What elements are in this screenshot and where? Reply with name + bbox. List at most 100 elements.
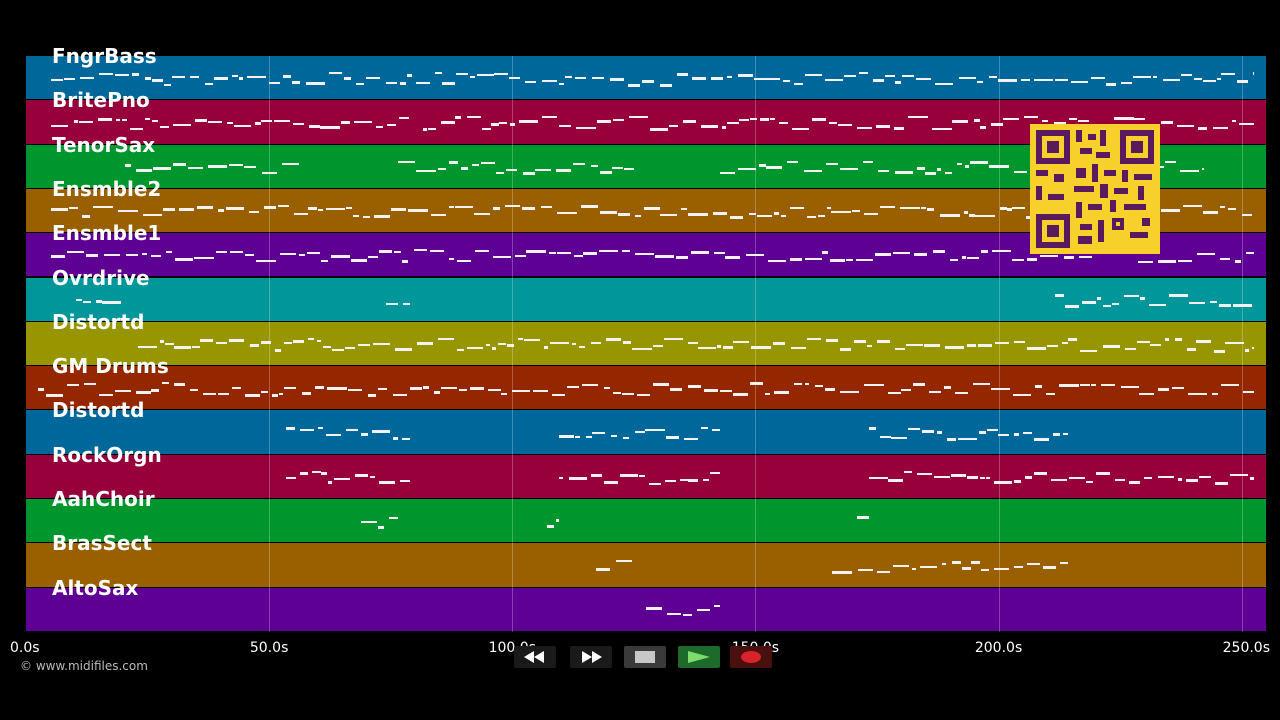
note-mark: [493, 207, 500, 211]
note-mark: [973, 118, 980, 122]
note-mark: [668, 124, 679, 127]
note-mark: [541, 79, 558, 82]
note-mark: [434, 390, 440, 394]
note-mark: [1221, 73, 1235, 76]
note-mark: [216, 250, 227, 253]
note-mark: [172, 75, 186, 78]
note-mark: [596, 119, 612, 123]
note-mark: [1160, 208, 1181, 212]
note-mark: [96, 299, 102, 303]
note-mark: [945, 345, 964, 349]
note-mark: [1189, 302, 1206, 305]
note-mark: [68, 207, 78, 210]
note-mark: [977, 80, 984, 83]
note-mark: [362, 216, 370, 219]
note-mark: [1105, 83, 1116, 87]
note-mark: [622, 437, 630, 440]
note-mark: [422, 386, 430, 390]
note-mark: [845, 258, 853, 261]
note-mark: [1121, 82, 1133, 85]
note-mark: [663, 337, 684, 340]
note-mark: [1221, 384, 1239, 387]
time-tick-label: 0.0s: [10, 640, 40, 656]
qr-code[interactable]: [1030, 124, 1160, 254]
note-mark: [1139, 393, 1154, 396]
rewind-button[interactable]: [514, 646, 556, 668]
note-mark: [480, 162, 495, 165]
note-mark: [596, 568, 611, 572]
note-mark: [410, 387, 423, 391]
note-mark: [683, 119, 697, 123]
note-mark: [496, 172, 505, 175]
note-mark: [377, 388, 388, 391]
note-mark: [859, 72, 869, 75]
note-mark: [195, 119, 207, 123]
note-mark: [386, 123, 397, 126]
note-mark: [578, 346, 586, 349]
note-mark: [510, 123, 515, 127]
note-mark: [1246, 252, 1254, 255]
note-mark: [856, 126, 873, 129]
note-mark: [523, 172, 535, 176]
play-button[interactable]: [678, 646, 720, 668]
note-mark: [355, 83, 365, 86]
note-mark: [322, 346, 331, 349]
note-mark: [831, 211, 851, 214]
note-mark: [1209, 301, 1217, 304]
track-label: RockOrgn: [52, 442, 162, 467]
note-mark: [197, 206, 214, 210]
note-mark: [702, 479, 709, 482]
note-mark: [844, 75, 857, 77]
track-lane: [26, 587, 1266, 632]
note-mark: [598, 249, 618, 252]
track-lane: [26, 543, 1266, 588]
stop-button[interactable]: [624, 646, 666, 668]
note-mark: [519, 119, 539, 123]
note-mark: [331, 254, 351, 258]
note-mark: [449, 161, 458, 165]
note-mark: [1091, 384, 1096, 387]
note-mark: [550, 341, 570, 344]
note-mark: [980, 126, 987, 130]
note-mark: [1026, 216, 1034, 220]
fast-forward-button[interactable]: [570, 646, 612, 668]
note-mark: [283, 386, 296, 389]
record-button[interactable]: [730, 646, 772, 668]
note-mark: [160, 126, 170, 129]
note-mark: [879, 436, 891, 439]
note-mark: [973, 382, 990, 385]
note-mark: [101, 301, 121, 305]
note-mark: [428, 127, 437, 130]
note-mark: [916, 473, 932, 476]
record-icon: [741, 651, 761, 663]
note-mark: [64, 78, 76, 81]
note-mark: [1134, 117, 1145, 120]
note-mark: [939, 213, 960, 217]
note-mark: [308, 207, 317, 211]
note-mark: [1014, 340, 1025, 343]
note-mark: [244, 253, 255, 256]
note-mark: [591, 473, 602, 477]
note-mark: [645, 429, 665, 432]
note-mark: [207, 165, 227, 169]
note-mark: [187, 167, 204, 170]
note-mark: [838, 124, 853, 127]
note-mark: [416, 169, 436, 172]
note-mark: [770, 118, 776, 121]
note-mark: [173, 346, 191, 350]
note-mark: [1252, 347, 1254, 350]
note-mark: [688, 478, 699, 482]
note-mark: [852, 209, 861, 212]
note-mark: [999, 206, 1007, 210]
note-mark: [299, 472, 309, 476]
track-label: Distortd: [52, 398, 145, 423]
note-mark: [767, 259, 787, 262]
note-mark: [921, 207, 926, 210]
note-mark: [306, 82, 326, 86]
note-mark: [422, 128, 427, 132]
note-mark: [991, 122, 1003, 126]
note-mark: [750, 382, 763, 386]
note-mark: [937, 430, 942, 434]
note-mark: [1238, 123, 1254, 126]
track-label: Distortd: [52, 309, 145, 334]
